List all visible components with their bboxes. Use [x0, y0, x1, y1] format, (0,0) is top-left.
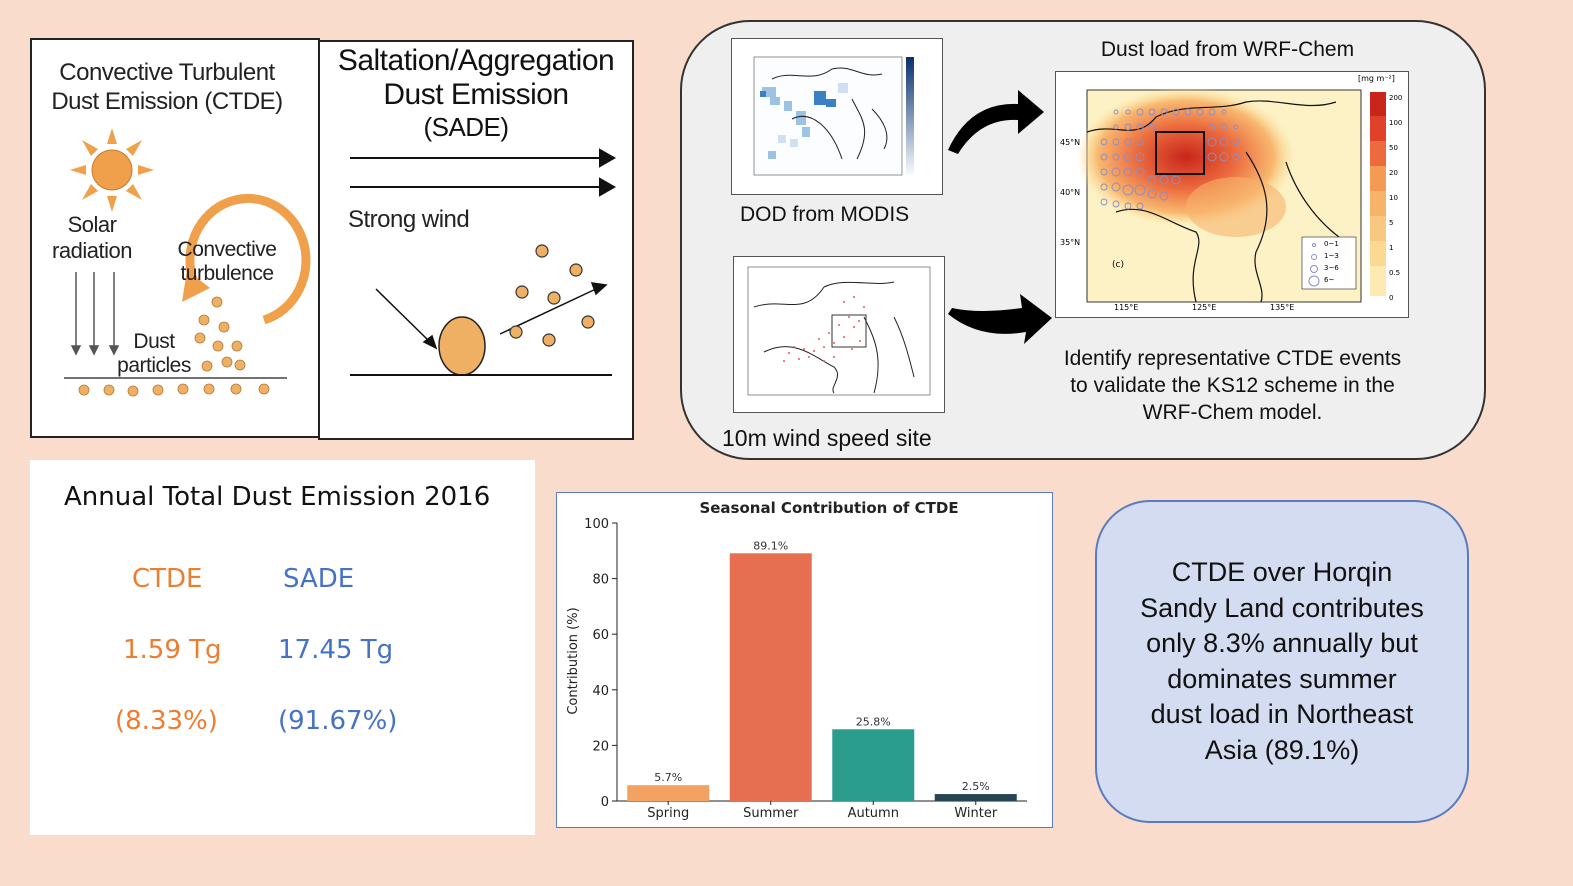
annual-panel: Annual Total Dust Emission 2016 CTDE SAD…: [30, 460, 535, 835]
wrf-colorbar: [1370, 92, 1386, 296]
y-tick-label: 20: [592, 739, 609, 754]
y-tick-label: 40: [592, 684, 609, 699]
annual-sade-label: SADE: [283, 564, 355, 594]
wrf-unit: [mg m⁻²]: [1358, 74, 1395, 83]
convective-label: Convective turbulence: [177, 238, 277, 285]
lon-label-115: 115°E: [1114, 303, 1139, 312]
chart-y-axis-label: Contribution (%): [566, 607, 581, 714]
ctde-title-line1: Convective Turbulent: [59, 59, 275, 86]
x-tick-label: Autumn: [848, 806, 899, 821]
wind-map-graphic: [747, 266, 931, 396]
impact-arrow: [375, 288, 438, 350]
sade-illustration: [350, 148, 617, 376]
strong-wind-label: Strong wind: [348, 206, 470, 233]
wind-caption: 10m wind speed site: [722, 425, 932, 451]
annual-sade-pct: (91.67%): [278, 706, 398, 736]
bar-value-label: 89.1%: [753, 539, 788, 552]
sade-title-line2: Dust Emission: [383, 78, 569, 111]
saltating-grain: [438, 316, 486, 376]
y-tick-label: 60: [592, 628, 609, 643]
sade-title-line1: Saltation/Aggregation: [337, 44, 615, 77]
identify-text: Identify representative CTDE events to v…: [1063, 347, 1402, 424]
annual-ctde-value: 1.59 Tg: [123, 635, 222, 665]
wrf-legend: 0~1 1~3 3~6 6~: [1324, 240, 1339, 284]
lon-label-125: 125°E: [1192, 303, 1217, 312]
bar-winter: [934, 794, 1017, 801]
sun-icon: [70, 128, 154, 212]
bar-autumn: [832, 729, 915, 801]
modis-caption: DOD from MODIS: [740, 203, 910, 226]
bar-value-label: 5.7%: [654, 771, 682, 784]
bar-summer: [729, 553, 812, 801]
ctde-panel: Convective Turbulent Dust Emission (CTDE…: [30, 38, 320, 438]
bar-value-label: 2.5%: [962, 780, 990, 793]
bar-value-label: 25.8%: [856, 715, 891, 728]
lat-label-45: 45°N: [1060, 138, 1081, 147]
modis-dod-map: [731, 38, 943, 195]
lat-label-35: 35°N: [1060, 238, 1081, 247]
dust-particles-label: Dust particles: [117, 330, 191, 377]
seasonal-chart-panel: Seasonal Contribution of CTDE Contributi…: [556, 492, 1053, 828]
summary-box: CTDE over Horqin Sandy Land contributes …: [1095, 500, 1469, 823]
sade-title-line3: (SADE): [423, 112, 509, 142]
bar-spring: [627, 785, 710, 801]
wrf-dust-map: [mg m⁻²] (c) 45°N 40°N 35°N 115°E 125°E …: [1055, 71, 1409, 318]
x-tick-label: Spring: [647, 806, 689, 821]
wrf-colorbar-labels: 200 100 50 20 10 5 1 0.5 0: [1389, 94, 1403, 302]
seasonal-bar-chart: Seasonal Contribution of CTDE Contributi…: [566, 499, 1027, 821]
solar-arrows: [70, 272, 120, 356]
lon-label-135: 135°E: [1270, 303, 1295, 312]
x-tick-label: Winter: [954, 806, 998, 821]
annual-sade-value: 17.45 Tg: [278, 635, 394, 665]
annual-title: Annual Total Dust Emission 2016: [64, 482, 491, 512]
ctde-illustration: [64, 128, 311, 397]
arrow-to-wrf-bottom: [948, 294, 1052, 344]
solar-label: Solar radiation: [52, 212, 132, 263]
arrow-to-wrf-top: [948, 90, 1044, 154]
y-tick-label: 0: [601, 795, 609, 810]
wind-site-map: [733, 256, 945, 413]
dust-particles: [78, 296, 270, 397]
workflow-arrows: [948, 90, 1052, 344]
annual-ctde-label: CTDE: [132, 564, 203, 594]
wrf-panel-label: (c): [1112, 260, 1124, 270]
sade-title: Saltation/Aggregation Dust Emission (SAD…: [320, 44, 632, 142]
y-tick-label: 80: [592, 573, 609, 588]
wrf-map-graphic: [1076, 87, 1386, 303]
chart-title: Seasonal Contribution of CTDE: [699, 499, 958, 517]
y-tick-label: 100: [584, 517, 609, 532]
modis-map-graphic: [753, 56, 914, 176]
x-tick-label: Summer: [743, 806, 799, 821]
wrf-title: Dust load from WRF-Chem: [1100, 38, 1355, 61]
summary-text: CTDE over Horqin Sandy Land contributes …: [1140, 557, 1424, 765]
ejected-particles: [509, 244, 595, 347]
ctde-title: Convective Turbulent Dust Emission (CTDE…: [32, 58, 302, 116]
ctde-title-line2: Dust Emission (CTDE): [51, 88, 283, 115]
annual-ctde-pct: (8.33%): [115, 706, 218, 736]
sade-panel: Saltation/Aggregation Dust Emission (SAD…: [318, 40, 634, 440]
lat-label-40: 40°N: [1060, 188, 1081, 197]
wind-arrows: [350, 148, 617, 197]
convective-arrow: [182, 193, 311, 325]
